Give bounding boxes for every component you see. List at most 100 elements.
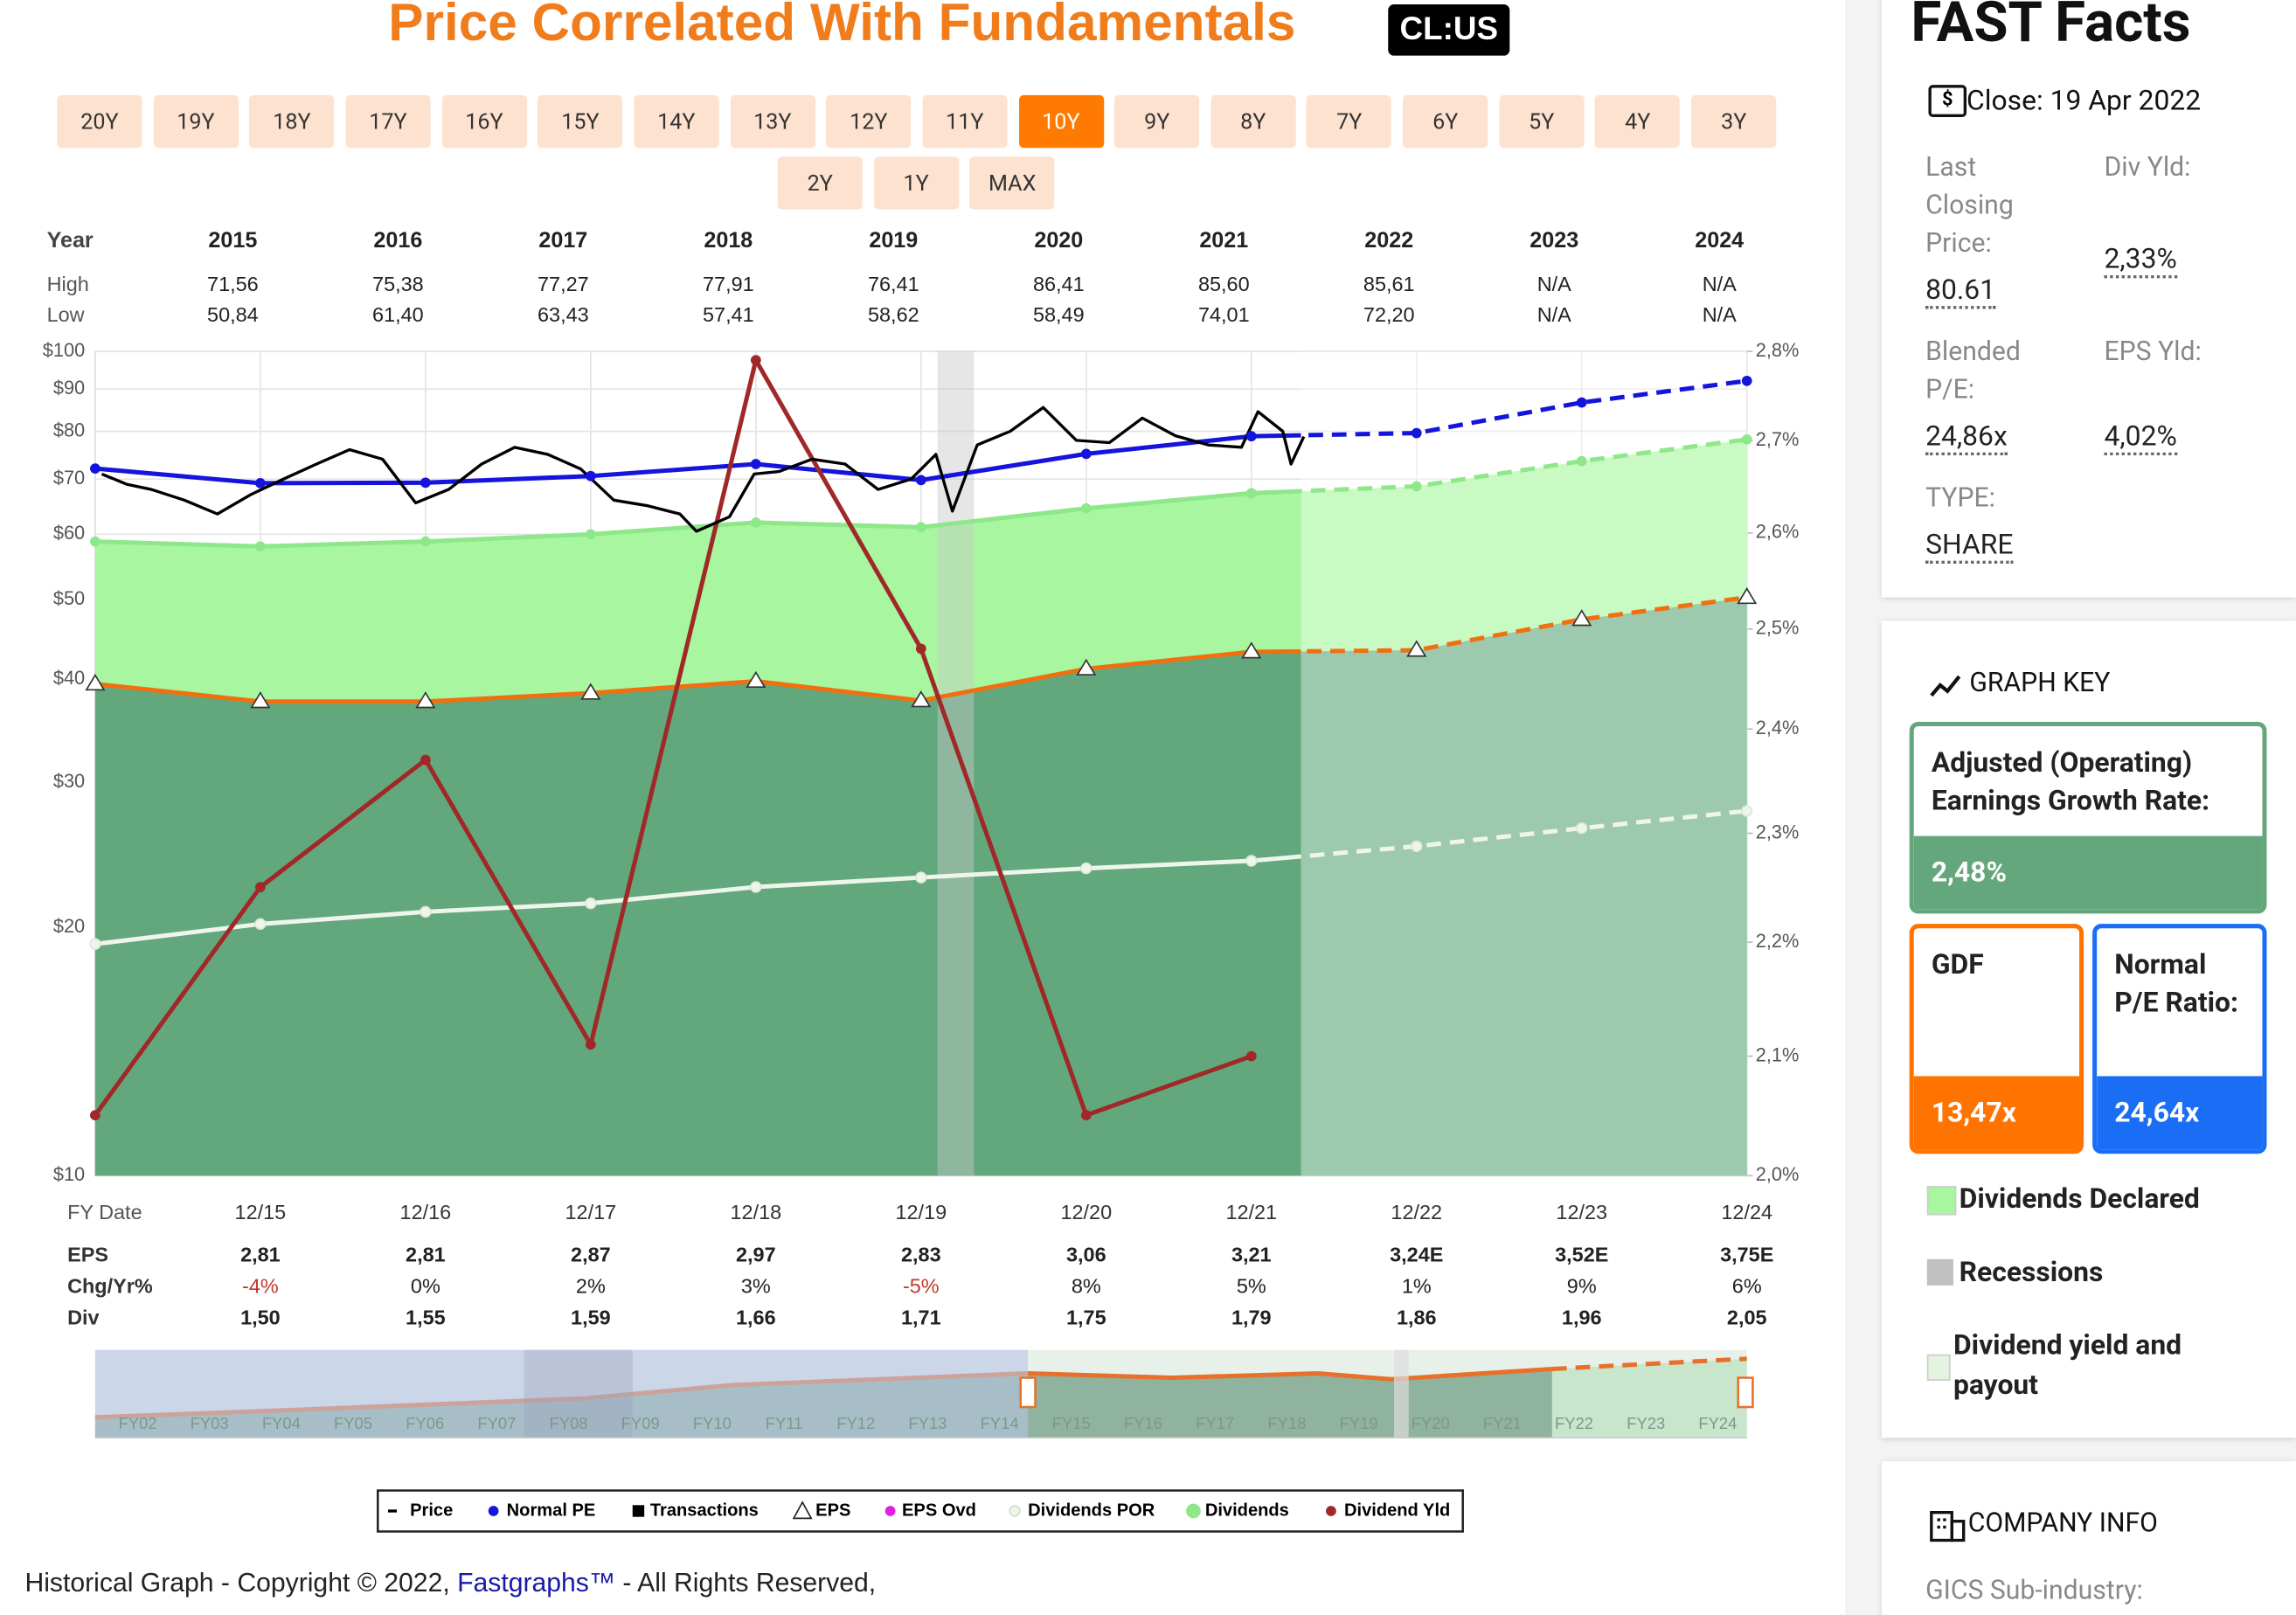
- table-cell: 2,05: [1727, 1307, 1767, 1329]
- legend-symbol: [488, 1506, 499, 1516]
- normal-pe-value: 24,64x: [2097, 1076, 2263, 1150]
- table-year: 2020: [1034, 228, 1083, 253]
- table-cell: 3,75E: [1720, 1244, 1773, 1266]
- area: [94, 597, 1747, 1176]
- point: [1080, 448, 1092, 460]
- navigator-label: FY16: [1124, 1414, 1162, 1432]
- range-button[interactable]: 17Y: [345, 94, 431, 149]
- growth-box: Adjusted (Operating) Earnings Growth Rat…: [1909, 721, 2267, 914]
- range-button[interactable]: 6Y: [1403, 94, 1488, 149]
- legend-symbol: [792, 1501, 813, 1520]
- table-row-label: Low: [47, 303, 85, 326]
- range-button[interactable]: 18Y: [249, 94, 335, 149]
- x-tick-label: 12/20: [1060, 1201, 1112, 1223]
- navigator-mask: [94, 1349, 1029, 1438]
- navigator-recession: [1393, 1349, 1409, 1438]
- y-tick-label: $30: [53, 770, 85, 792]
- table-cell: N/A: [1537, 273, 1571, 295]
- point: [1080, 503, 1092, 514]
- navigator-label: FY14: [981, 1414, 1019, 1432]
- table-cell: 2,87: [571, 1244, 611, 1266]
- range-button[interactable]: 10Y: [1018, 94, 1104, 149]
- range-button[interactable]: 15Y: [538, 94, 623, 149]
- range-button[interactable]: 4Y: [1595, 94, 1681, 149]
- point: [746, 670, 766, 689]
- navigator-label: FY06: [406, 1414, 444, 1432]
- range-button[interactable]: 3Y: [1691, 94, 1777, 149]
- x-tick-label: 12/24: [1721, 1201, 1772, 1223]
- x-tick-label: 12/16: [400, 1201, 452, 1223]
- table-cell: 61,40: [372, 303, 424, 326]
- table-cell: 1,96: [1562, 1307, 1602, 1329]
- table-cell: 2,81: [406, 1244, 446, 1266]
- x-tick-label: 12/22: [1391, 1201, 1442, 1223]
- navigator-handle[interactable]: [1737, 1376, 1754, 1409]
- y-tick-label: $20: [53, 915, 85, 937]
- footer-link[interactable]: Fastgraphs™: [457, 1569, 615, 1598]
- point: [1245, 431, 1257, 442]
- table-cell: 1,50: [240, 1307, 281, 1329]
- range-button[interactable]: 12Y: [826, 94, 912, 149]
- navigator-label: FY11: [766, 1414, 803, 1432]
- table-cell: 75,38: [372, 273, 424, 295]
- range-button[interactable]: 8Y: [1210, 94, 1296, 149]
- range-button[interactable]: 5Y: [1499, 94, 1585, 149]
- chart-title: Price Correlated With Fundamentals: [388, 0, 1295, 52]
- range-button[interactable]: 9Y: [1114, 94, 1200, 149]
- table-cell: -5%: [903, 1275, 940, 1298]
- range-button[interactable]: 16Y: [441, 94, 527, 149]
- range-button[interactable]: 13Y: [730, 94, 815, 149]
- key-label: Dividend yield and payout: [1953, 1327, 2182, 1402]
- range-button[interactable]: 2Y: [777, 156, 863, 210]
- table-cell: 5%: [1237, 1275, 1266, 1298]
- chart: Price Correlated With Fundamentals CL:US…: [24, 0, 1800, 1598]
- y2-tick-label: 2,0%: [1756, 1163, 1800, 1185]
- range-button[interactable]: 19Y: [153, 94, 239, 149]
- range-button[interactable]: 7Y: [1307, 94, 1392, 149]
- footer-rights: - All Rights Reserved,: [622, 1569, 876, 1598]
- navigator-handle[interactable]: [1019, 1376, 1037, 1409]
- table-cell: 2,83: [901, 1244, 941, 1266]
- navigator-label: FY03: [191, 1414, 229, 1432]
- point: [1245, 488, 1257, 499]
- close-date: Close: 19 Apr 2022: [1967, 83, 2202, 118]
- table-row-label: EPS: [67, 1244, 108, 1266]
- range-button[interactable]: 14Y: [634, 94, 719, 149]
- range-button[interactable]: MAX: [969, 156, 1055, 210]
- table-cell: 1,71: [901, 1307, 941, 1329]
- point: [750, 355, 761, 365]
- point: [1080, 862, 1093, 875]
- ticker-badge: [1388, 4, 1510, 56]
- point: [585, 897, 597, 910]
- range-button[interactable]: 1Y: [873, 156, 959, 210]
- legend-box: [376, 1489, 1464, 1533]
- value: 4,02%: [2104, 419, 2177, 456]
- navigator-label: FY15: [1052, 1414, 1091, 1432]
- point: [1076, 658, 1097, 676]
- navigator-label: FY20: [1412, 1414, 1450, 1432]
- point: [255, 478, 266, 489]
- ticker: CL:US: [1399, 10, 1498, 46]
- table-year: 2018: [704, 228, 753, 253]
- range-button[interactable]: 20Y: [57, 94, 142, 149]
- table-cell: 76,41: [868, 273, 919, 295]
- navigator: [94, 1349, 1754, 1439]
- y-tick-label: $50: [53, 587, 85, 609]
- recession: [937, 351, 975, 1176]
- navigator-forecast-line: [1551, 1356, 1747, 1371]
- point: [250, 691, 271, 709]
- table-cell: 85,60: [1198, 273, 1250, 295]
- point: [1411, 481, 1422, 492]
- table-cell: 9%: [1567, 1275, 1597, 1298]
- table-cell: 3,52E: [1555, 1244, 1608, 1266]
- normal-pe-box: Normal P/E Ratio: 24,64x: [2092, 924, 2267, 1154]
- x-tick-label: 12/18: [731, 1201, 782, 1223]
- y-tick-label: $60: [53, 522, 85, 544]
- y2-tick-label: 2,5%: [1756, 617, 1800, 639]
- gdf-box: GDF 13,47x: [1909, 924, 2084, 1154]
- point: [580, 683, 601, 700]
- point: [1741, 433, 1752, 445]
- point: [415, 691, 436, 709]
- table-cell: N/A: [1703, 273, 1737, 295]
- range-button[interactable]: 11Y: [922, 94, 1008, 149]
